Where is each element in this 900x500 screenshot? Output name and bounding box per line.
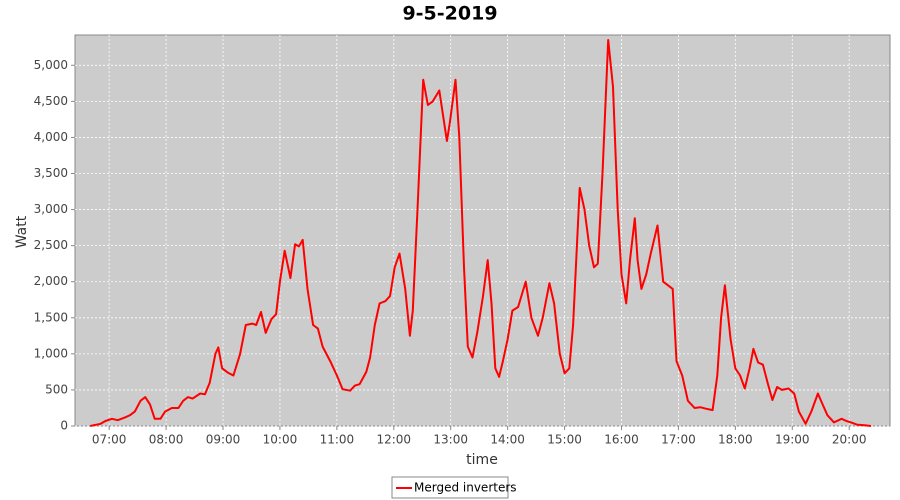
x-tick-label: 13:00 <box>433 433 468 447</box>
x-tick-label: 16:00 <box>604 433 639 447</box>
x-axis-title: time <box>466 452 498 468</box>
y-tick-label: 2,000 <box>34 274 68 288</box>
y-tick-label: 1,500 <box>34 310 68 324</box>
x-tick-label: 12:00 <box>376 433 411 447</box>
y-tick-label: 4,000 <box>34 130 68 144</box>
x-tick-label: 08:00 <box>149 433 184 447</box>
plot-area <box>74 34 891 427</box>
x-tick-label: 19:00 <box>775 433 810 447</box>
y-axis-title: Watt <box>14 215 30 248</box>
x-tick-label: 18:00 <box>718 433 753 447</box>
x-tick-label: 14:00 <box>490 433 525 447</box>
y-tick-label: 2,500 <box>34 238 68 252</box>
y-tick-label: 0 <box>60 419 68 433</box>
data-line <box>89 39 872 427</box>
y-tick-label: 3,500 <box>34 166 68 180</box>
x-tick-label: 10:00 <box>263 433 298 447</box>
x-tick-label: 20:00 <box>832 433 867 447</box>
y-tick-label: 1,000 <box>34 346 68 360</box>
chart-title: 9-5-2019 <box>402 3 497 25</box>
x-tick-label: 11:00 <box>320 433 355 447</box>
y-tick-label: 4,500 <box>34 94 68 108</box>
x-tick-label: 15:00 <box>547 433 582 447</box>
x-tick-label: 17:00 <box>661 433 696 447</box>
x-tick-label: 07:00 <box>92 433 127 447</box>
legend-box <box>391 476 509 499</box>
x-tick-label: 09:00 <box>206 433 241 447</box>
legend: Merged inverters <box>391 476 517 499</box>
y-tick-label: 5,000 <box>34 58 68 72</box>
y-tick-label: 3,000 <box>34 202 68 216</box>
legend-label: Merged inverters <box>414 481 517 495</box>
y-tick-label: 500 <box>45 382 68 396</box>
